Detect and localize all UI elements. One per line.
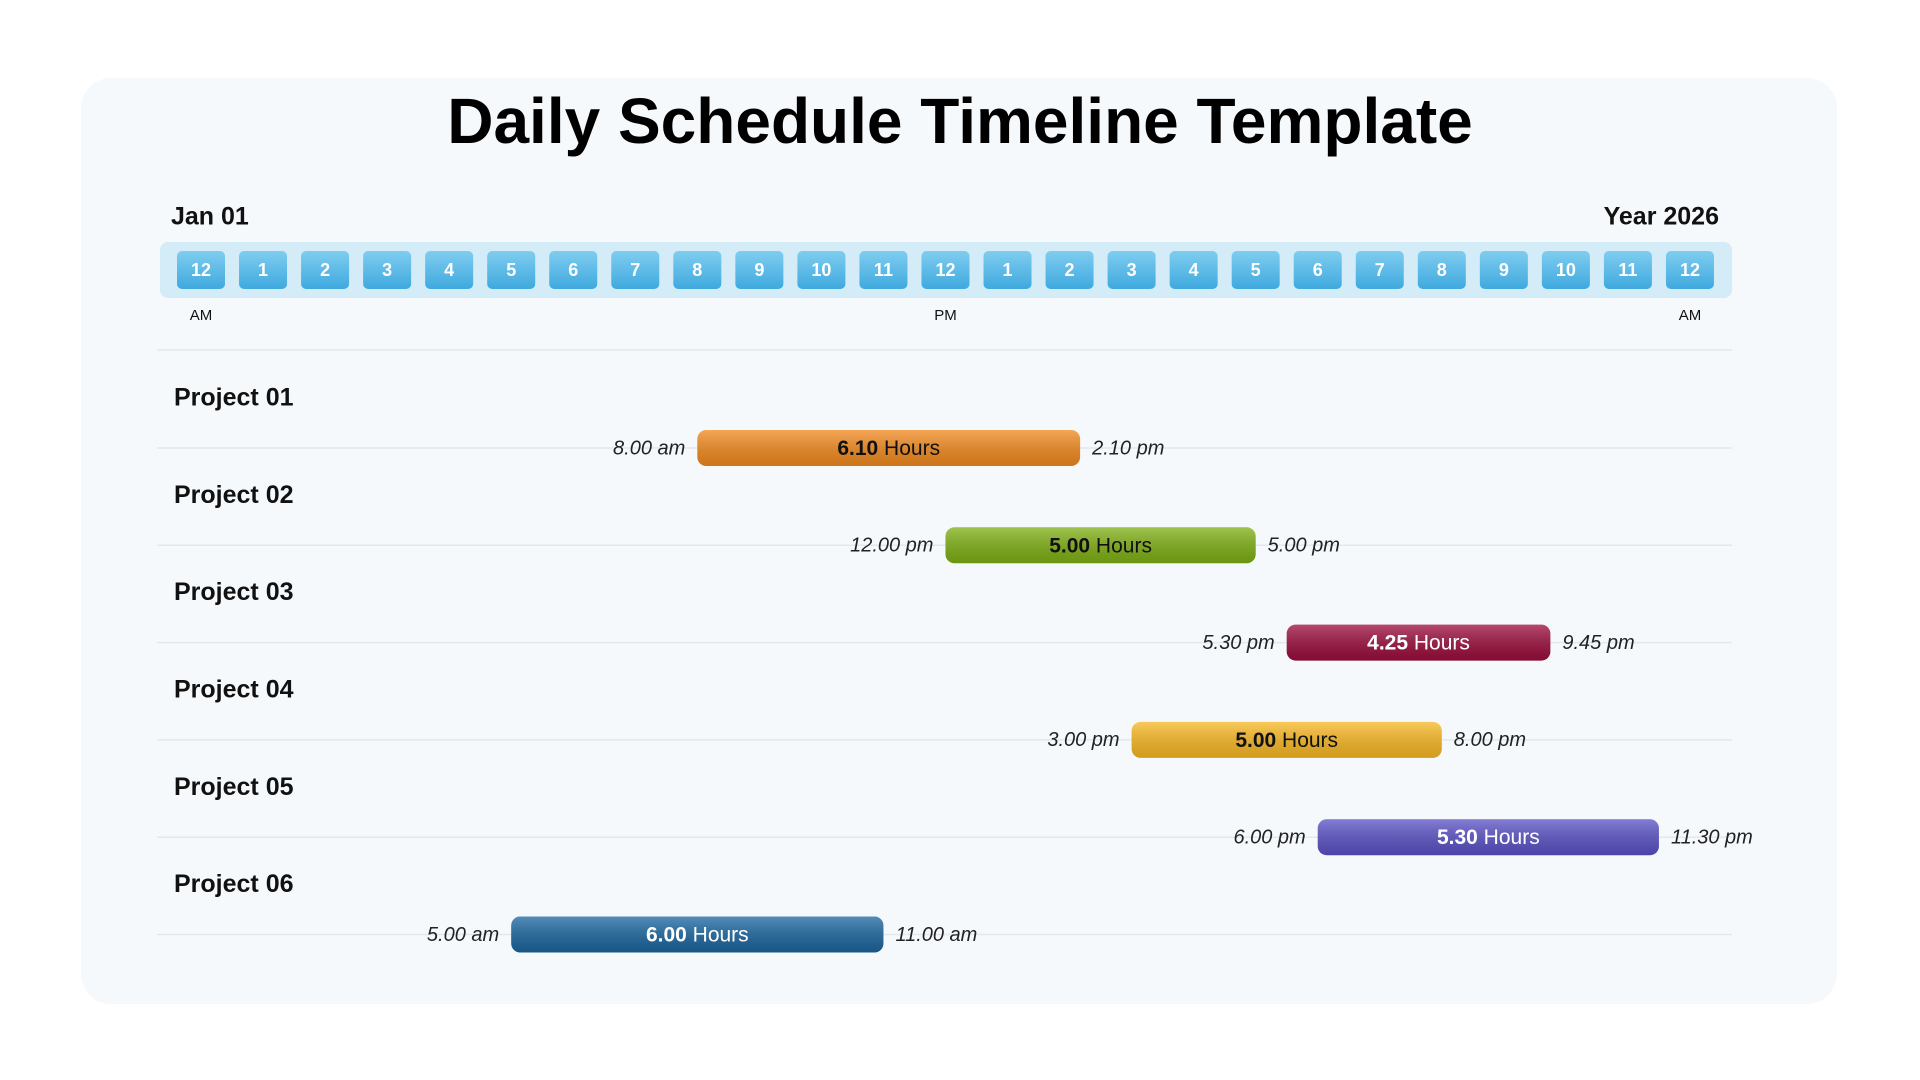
start-time: 6.00 pm (1233, 826, 1305, 848)
hour-box (301, 251, 350, 289)
hour-box (673, 251, 722, 289)
duration-label: 5.30 Hours (1437, 826, 1540, 849)
hour-box (425, 251, 474, 289)
duration-value: 6.00 (646, 923, 687, 946)
hour-label: 12 (191, 260, 211, 280)
hour-label: 8 (1437, 260, 1447, 280)
project-name: Project 02 (174, 481, 294, 509)
hour-label: 4 (1189, 260, 1199, 280)
hour-label: 6 (568, 260, 578, 280)
duration-value: 4.25 (1367, 631, 1408, 654)
start-time: 3.00 pm (1047, 729, 1119, 751)
hour-label: 4 (444, 260, 454, 280)
hour-box (1603, 251, 1652, 289)
hour-box (177, 251, 225, 289)
hour-label: 3 (1127, 260, 1137, 280)
hour-box (1479, 251, 1528, 289)
hour-label: 10 (811, 260, 831, 280)
period-label: PM (934, 307, 957, 324)
hour-box (549, 251, 598, 289)
project-name: Project 03 (174, 578, 294, 606)
duration-label: 6.00 Hours (646, 923, 749, 946)
hour-box (983, 251, 1032, 289)
start-time: 8.00 am (613, 437, 685, 459)
hour-label: 5 (1251, 260, 1261, 280)
hour-box (1169, 251, 1218, 289)
hour-label: 11 (874, 260, 893, 280)
hour-box (1045, 251, 1094, 289)
bar-shade (945, 527, 1256, 564)
duration-label: 6.10 Hours (837, 437, 940, 460)
duration-unit: Hours (1282, 728, 1338, 751)
project-name: Project 06 (174, 870, 294, 898)
period-label: AM (190, 307, 213, 324)
hour-label: 2 (320, 260, 330, 280)
hour-label: 9 (754, 260, 764, 280)
duration-unit: Hours (693, 923, 749, 946)
bar-shade (511, 916, 884, 953)
bar-shade (1131, 721, 1442, 758)
duration-unit: Hours (1484, 826, 1540, 849)
hour-label: 8 (692, 260, 702, 280)
start-time: 5.30 pm (1202, 632, 1274, 654)
hour-label: 1 (258, 260, 268, 280)
hour-label: 6 (1313, 260, 1323, 280)
end-time: 8.00 pm (1454, 729, 1526, 751)
end-time: 2.10 pm (1091, 437, 1164, 459)
hour-box (239, 251, 288, 289)
project-name: Project 05 (174, 773, 294, 801)
hour-box (1417, 251, 1466, 289)
hour-label: 7 (630, 260, 640, 280)
duration-label: 5.00 Hours (1049, 534, 1152, 557)
hour-box (487, 251, 536, 289)
hour-box (1541, 251, 1590, 289)
year: Year 2026 (1604, 203, 1719, 231)
hour-box (1231, 251, 1280, 289)
hour-label: 11 (1618, 260, 1637, 280)
period-label: AM (1679, 307, 1702, 324)
project-name: Project 01 (174, 384, 294, 412)
hour-box (797, 251, 846, 289)
hour-label: 9 (1499, 260, 1509, 280)
duration-unit: Hours (884, 437, 940, 460)
bar-shade (697, 430, 1081, 466)
project-name: Project 04 (174, 676, 294, 704)
duration-unit: Hours (1096, 534, 1152, 557)
hour-box (921, 251, 970, 289)
end-time: 9.45 pm (1562, 632, 1634, 654)
hour-label: 5 (506, 260, 516, 280)
hour-label: 10 (1556, 260, 1576, 280)
hour-box (1665, 251, 1714, 289)
start-time: 12.00 pm (850, 535, 933, 557)
hour-box (1293, 251, 1342, 289)
hour-label: 1 (1003, 260, 1013, 280)
hour-box (859, 251, 908, 289)
end-time: 11.30 pm (1671, 826, 1753, 848)
duration-label: 5.00 Hours (1235, 728, 1338, 751)
duration-value: 6.10 (837, 437, 878, 460)
start-time: 5.00 am (427, 924, 499, 946)
bar-shade (1286, 624, 1551, 661)
duration-label: 4.25 Hours (1367, 631, 1470, 654)
hour-box (363, 251, 412, 289)
title: Daily Schedule Timeline Template (447, 85, 1473, 157)
hour-label: 7 (1375, 260, 1385, 280)
end-time: 11.00 am (895, 924, 977, 946)
hour-box (1107, 251, 1156, 289)
hour-box (1355, 251, 1404, 289)
bar-shade (1317, 819, 1659, 856)
date: Jan 01 (171, 203, 249, 231)
duration-value: 5.00 (1049, 534, 1090, 557)
hour-box (735, 251, 784, 289)
hour-label: 2 (1065, 260, 1075, 280)
duration-unit: Hours (1414, 631, 1470, 654)
hour-label: 12 (1680, 260, 1700, 280)
duration-value: 5.30 (1437, 826, 1478, 849)
hour-label: 12 (935, 260, 955, 280)
hour-box (611, 251, 660, 289)
end-time: 5.00 pm (1268, 535, 1340, 557)
duration-value: 5.00 (1235, 728, 1276, 751)
hour-label: 3 (382, 260, 392, 280)
